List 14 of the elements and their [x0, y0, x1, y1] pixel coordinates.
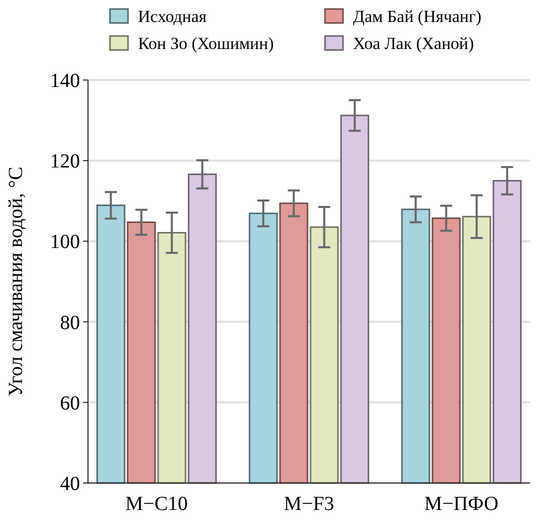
legend-label: Кон Зо (Хошимин)	[138, 34, 274, 53]
legend-label: Исходная	[138, 6, 207, 26]
x-tick-label: М−ПФО	[424, 493, 498, 515]
x-tick-label: М−С10	[125, 493, 188, 515]
y-tick-label: 120	[50, 150, 80, 173]
y-tick-label: 140	[50, 70, 80, 92]
legend-label: Дам Бай (Нячанг)	[353, 6, 482, 26]
y-tick-label: 40	[60, 473, 80, 495]
y-tick-label: 60	[60, 392, 80, 414]
legend-label: Хоа Лак (Ханой)	[353, 34, 474, 53]
y-axis-title: Угол смачивания водой, °С	[5, 166, 27, 396]
y-tick-label: 80	[60, 312, 80, 334]
y-tick-label: 100	[50, 231, 80, 254]
x-tick-label: М−F3	[284, 493, 334, 515]
